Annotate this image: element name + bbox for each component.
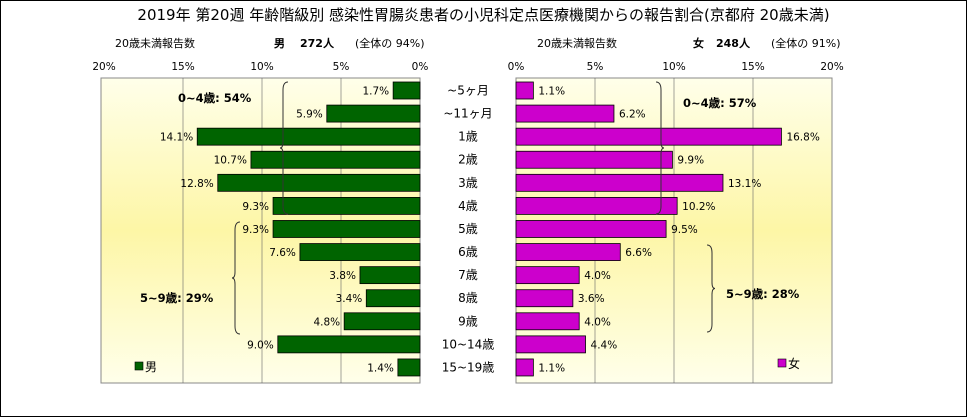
male-bar — [272, 220, 421, 238]
male-bar — [397, 358, 421, 377]
female-value-label: 6.2% — [619, 109, 646, 121]
male-value-label: 9.3% — [242, 201, 269, 213]
category-label: 2歳 — [458, 153, 478, 167]
male-header-count: 272人 — [300, 37, 334, 50]
category-label: 5歳 — [458, 222, 478, 236]
male-x-tick-label: 15% — [171, 61, 194, 73]
female-bar — [515, 173, 724, 192]
male-bar — [365, 289, 421, 308]
male-value-label: 5.9% — [296, 109, 323, 121]
female-header-ratio: (全体の 91%) — [771, 37, 841, 50]
category-label: ~11ヶ月 — [443, 107, 492, 121]
female-header-count: 248人 — [716, 37, 750, 50]
female-value-label: 6.6% — [625, 247, 652, 259]
male-bar — [277, 335, 421, 354]
male-header-sex: 男 — [274, 37, 285, 50]
female-bar — [515, 335, 586, 354]
female-value-label: 4.0% — [584, 316, 611, 328]
female-x-tick-label: 10% — [662, 61, 685, 73]
male-value-label: 4.8% — [313, 316, 340, 328]
male-value-label: 12.8% — [180, 178, 213, 190]
female-bar — [515, 196, 678, 215]
female-bar — [515, 220, 667, 238]
male-legend-label: 男 — [145, 360, 157, 374]
male-5-9-annotation: 5~9歳: 29% — [140, 291, 214, 305]
female-0-4-bracket — [655, 81, 665, 215]
female-5-9-bracket — [706, 244, 716, 333]
male-header-label: 20歳未満報告数 — [115, 37, 195, 50]
male-5-9-bracket — [231, 221, 241, 335]
male-0-4-annotation: 0~4歳: 54% — [178, 91, 252, 105]
female-bar — [515, 289, 574, 308]
male-value-label: 1.7% — [362, 86, 389, 98]
male-value-label: 7.6% — [269, 247, 296, 259]
category-label: 1歳 — [458, 130, 478, 144]
female-legend-swatch — [777, 358, 787, 368]
male-value-label: 14.1% — [160, 132, 193, 144]
male-x-tick-label: 0% — [412, 61, 429, 73]
female-value-label: 3.6% — [578, 293, 605, 305]
female-value-label: 1.1% — [538, 362, 565, 374]
female-x-tick-label: 5% — [587, 61, 604, 73]
male-x-tick-label: 5% — [333, 61, 350, 73]
category-label: 3歳 — [458, 176, 478, 190]
male-value-label: 3.4% — [336, 293, 363, 305]
female-bar — [515, 243, 621, 261]
female-x-tick-label: 20% — [820, 61, 843, 73]
male-bar — [217, 173, 421, 192]
female-bar — [515, 150, 673, 169]
male-bar — [343, 312, 421, 331]
female-bar — [515, 266, 580, 285]
male-bar — [272, 196, 421, 215]
category-label: 7歳 — [458, 268, 478, 282]
male-header-ratio: (全体の 94%) — [355, 37, 425, 50]
male-value-label: 10.7% — [214, 155, 247, 167]
female-5-9-annotation: 5~9歳: 28% — [726, 287, 800, 301]
female-value-label: 9.9% — [677, 155, 704, 167]
category-label: 15~19歳 — [442, 360, 495, 374]
chart-title: 2019年 第20週 年齢階級別 感染性胃腸炎患者の小児科定点医療機関からの報告… — [137, 6, 830, 24]
female-bar — [515, 358, 534, 377]
female-value-label: 9.5% — [671, 224, 698, 236]
female-x-tick-label: 15% — [741, 61, 764, 73]
category-label: 6歳 — [458, 245, 478, 259]
female-bar — [515, 127, 782, 146]
male-x-tick-label: 20% — [92, 61, 115, 73]
male-value-label: 9.3% — [242, 224, 269, 236]
category-label: 4歳 — [458, 199, 478, 213]
female-0-4-annotation: 0~4歳: 57% — [683, 96, 757, 110]
male-bar — [326, 104, 421, 123]
category-label: ~5ヶ月 — [447, 84, 489, 98]
female-bar — [515, 104, 615, 123]
category-label: 8歳 — [458, 291, 478, 305]
female-value-label: 10.2% — [682, 201, 715, 213]
male-legend-swatch — [134, 361, 144, 371]
category-label: 9歳 — [458, 314, 478, 328]
male-value-label: 1.4% — [367, 362, 394, 374]
female-value-label: 4.4% — [591, 339, 618, 351]
male-bar — [392, 81, 421, 100]
male-value-label: 9.0% — [247, 339, 274, 351]
male-bar — [250, 150, 421, 169]
male-bar — [359, 266, 421, 285]
male-0-4-bracket — [279, 81, 289, 215]
male-bar — [299, 243, 421, 261]
female-x-tick-label: 0% — [508, 61, 525, 73]
female-header-label: 20歳未満報告数 — [537, 37, 617, 50]
male-value-label: 3.8% — [329, 270, 356, 282]
male-x-tick-label: 10% — [250, 61, 273, 73]
female-bar — [515, 81, 534, 100]
female-header-sex: 女 — [693, 37, 704, 50]
female-legend-label: 女 — [788, 356, 800, 371]
female-value-label: 4.0% — [584, 270, 611, 282]
female-bar — [515, 312, 580, 331]
female-value-label: 1.1% — [538, 86, 565, 98]
category-label: 10~14歳 — [442, 337, 495, 351]
male-bar — [196, 127, 421, 146]
female-value-label: 16.8% — [786, 132, 819, 144]
female-value-label: 13.1% — [728, 178, 761, 190]
